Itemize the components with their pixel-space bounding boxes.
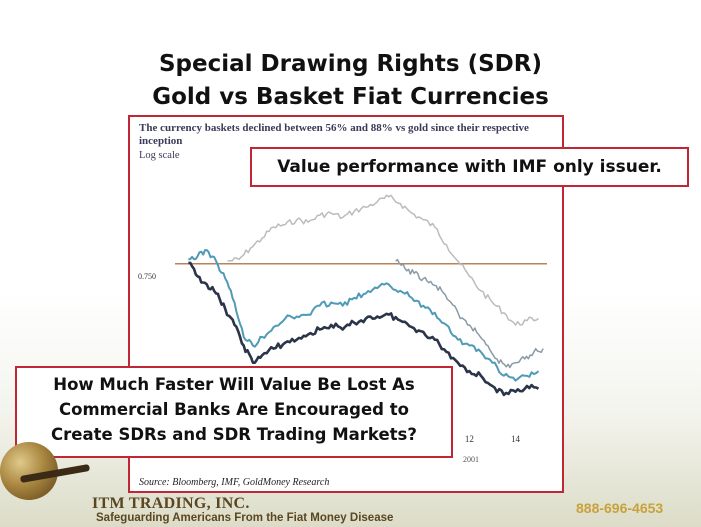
slide-title-line1: Special Drawing Rights (SDR)	[158, 51, 542, 77]
x-tick-label: 14	[511, 434, 521, 444]
x-tick-label: 12	[465, 434, 474, 444]
callout-bottom: How Much Faster Will Value Be Lost As Co…	[15, 366, 453, 458]
chart-subtitle: Log scale	[139, 150, 180, 161]
chart-title: The currency baskets declined between 56…	[139, 122, 529, 147]
callout-top: Value performance with IMF only issuer.	[250, 147, 689, 187]
series-line-2	[188, 249, 540, 382]
chart-source: Source: Bloomberg, IMF, GoldMoney Resear…	[139, 477, 330, 488]
footer-slogan: Safeguarding Americans From the Fiat Mon…	[96, 512, 394, 524]
series-line-1	[395, 258, 544, 369]
y-tick-label: 0.750	[138, 272, 156, 281]
callout-bottom-line1: How Much Faster Will Value Be Lost As	[53, 375, 415, 394]
slide-title: Special Drawing Rights (SDR) Gold vs Bas…	[0, 48, 701, 114]
x-extra-label: 2001	[463, 455, 479, 464]
callout-bottom-line3: Create SDRs and SDR Trading Markets?	[51, 425, 417, 444]
series-line-3	[188, 261, 540, 397]
footer-phone: 888-696-4653	[576, 500, 664, 516]
series-line-0	[227, 194, 539, 326]
footer-company: ITM TRADING, INC.	[92, 495, 250, 512]
slide-title-line2: Gold vs Basket Fiat Currencies	[152, 84, 549, 110]
callout-bottom-line2: Commercial Banks Are Encouraged to	[59, 400, 409, 419]
